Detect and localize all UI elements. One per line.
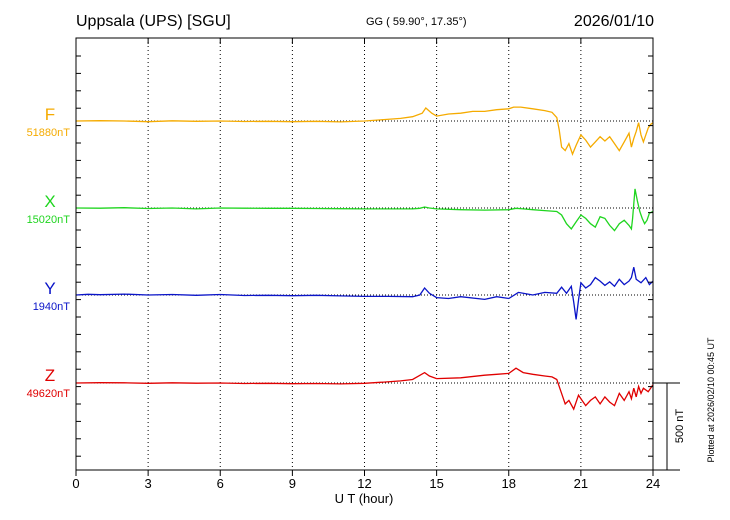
series-line-z bbox=[75, 367, 654, 411]
series-baseline-value: 49620nT bbox=[27, 388, 71, 400]
date-label: 2026/01/10 bbox=[574, 13, 654, 30]
series-baseline-value: 1940nT bbox=[33, 301, 71, 313]
series-name-f: F bbox=[45, 105, 55, 124]
series-line-y bbox=[75, 267, 654, 320]
series-group bbox=[75, 106, 654, 411]
series-name-y: Y bbox=[44, 279, 55, 298]
series-line-f bbox=[75, 106, 654, 156]
x-tick-label: 6 bbox=[217, 476, 224, 491]
series-baseline-value: 15020nT bbox=[27, 214, 71, 226]
x-axis-label: U T (hour) bbox=[335, 491, 394, 506]
series-baseline-value: 51880nT bbox=[27, 127, 71, 139]
x-tick-label: 24 bbox=[646, 476, 660, 491]
grid-lines bbox=[147, 38, 582, 470]
series-labels: F 51880nT X 15020nT Y 1940nT Z 49620nT bbox=[27, 105, 71, 400]
x-axis-ticks: 0 3 6 9 12 15 18 21 24 bbox=[72, 38, 660, 491]
coordinates-label: GG ( 59.90°, 17.35°) bbox=[366, 16, 467, 28]
x-tick-label: 0 bbox=[72, 476, 79, 491]
x-tick-label: 18 bbox=[502, 476, 516, 491]
scale-bar: 500 nT bbox=[653, 382, 686, 471]
x-tick-label: 3 bbox=[145, 476, 152, 491]
x-tick-label: 15 bbox=[429, 476, 443, 491]
series-line-x bbox=[75, 188, 654, 232]
x-tick-label: 9 bbox=[289, 476, 296, 491]
baseline-lines bbox=[76, 120, 653, 384]
x-tick-label: 21 bbox=[574, 476, 588, 491]
x-tick-label: 12 bbox=[357, 476, 371, 491]
scale-bar-label: 500 nT bbox=[674, 409, 686, 444]
plotted-note: Plotted at 2026/02/10 00:45 UT bbox=[706, 337, 716, 463]
series-name-x: X bbox=[44, 192, 55, 211]
series-name-z: Z bbox=[45, 366, 55, 385]
station-title: Uppsala (UPS) [SGU] bbox=[76, 13, 231, 30]
